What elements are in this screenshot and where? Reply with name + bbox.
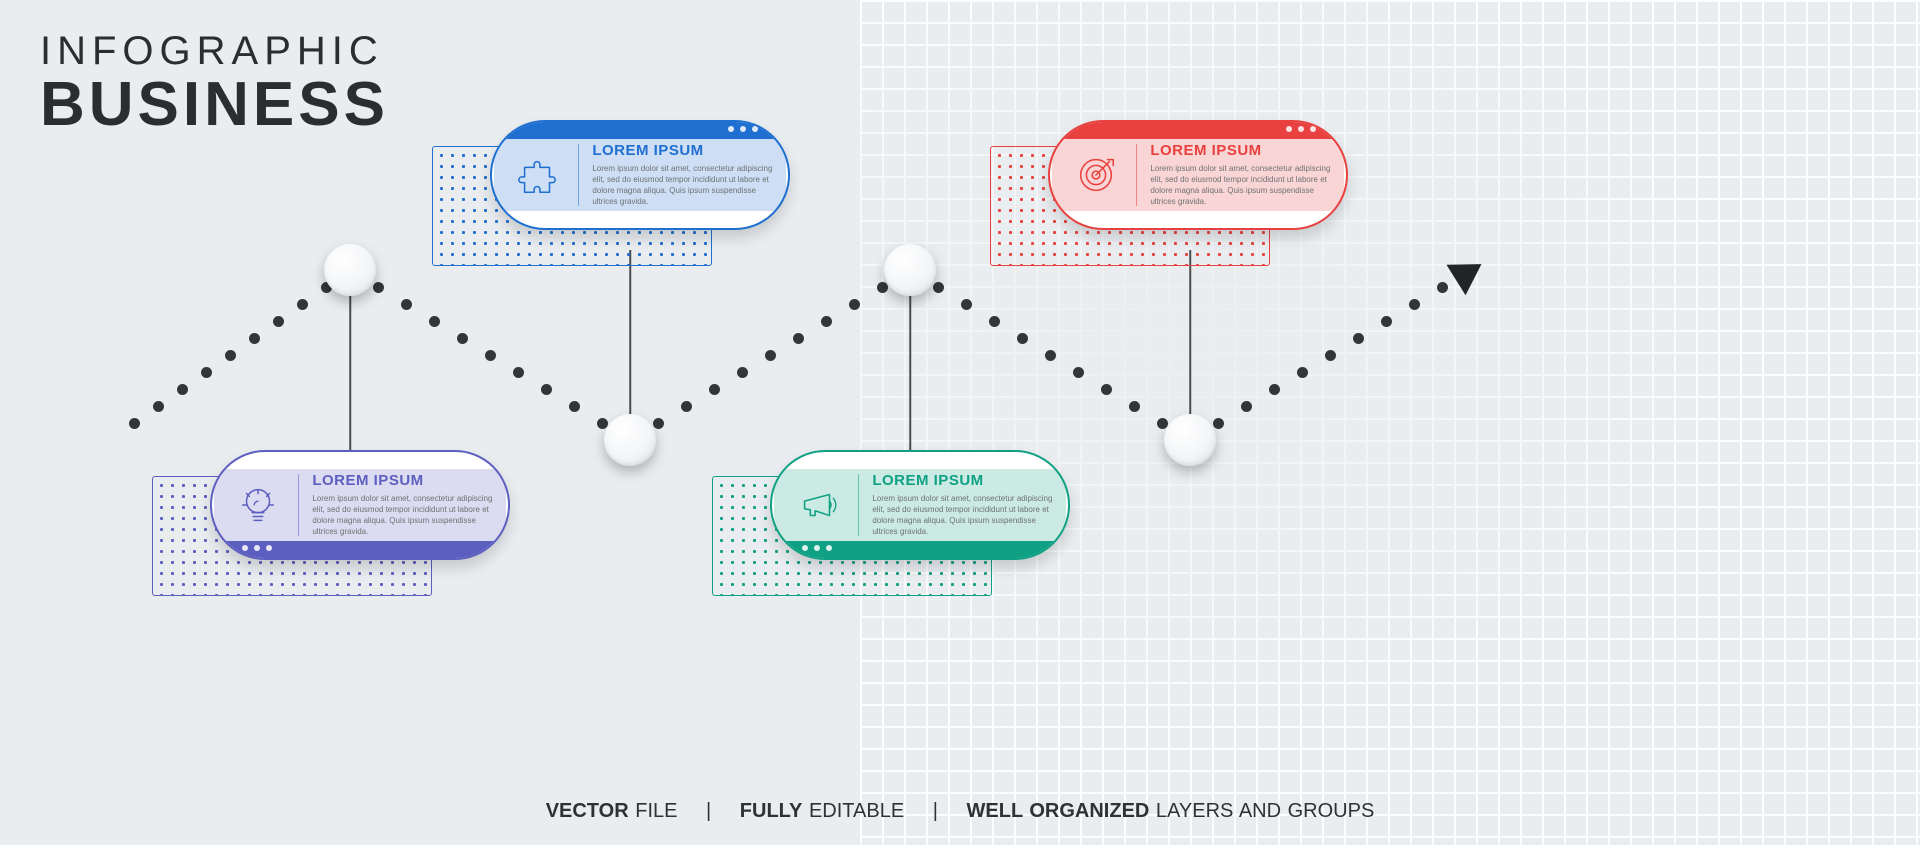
step-pill: LOREM IPSUM Lorem ipsum dolor sit amet, c… — [210, 450, 510, 560]
footer-text: FILE — [629, 800, 678, 822]
wave-dot — [297, 299, 308, 310]
arrowhead-icon — [1446, 249, 1491, 295]
step-pill: LOREM IPSUM Lorem ipsum dolor sit amet, c… — [770, 450, 1070, 560]
step-body: Lorem ipsum dolor sit amet, consectetur … — [872, 494, 1054, 537]
timeline-node — [324, 244, 376, 296]
footer-separator: | — [706, 800, 711, 823]
wave-dot — [1353, 333, 1364, 344]
footer-separator: | — [933, 800, 938, 823]
step-text: LOREM IPSUM Lorem ipsum dolor sit amet, c… — [592, 142, 774, 207]
wave-dot — [1437, 282, 1448, 293]
window-dots-icon — [802, 545, 832, 551]
wave-dot — [541, 384, 552, 395]
footer-bold: WELL ORGANIZED — [967, 800, 1150, 822]
wave-dot — [1269, 384, 1280, 395]
step-card: LOREM IPSUM Lorem ipsum dolor sit amet, c… — [210, 450, 540, 610]
wave-dot — [225, 350, 236, 361]
wave-dot — [129, 418, 140, 429]
wave-dot — [1017, 333, 1028, 344]
wave-dot — [1073, 367, 1084, 378]
wave-dot — [1381, 316, 1392, 327]
wave-dot — [737, 367, 748, 378]
connector-line — [349, 270, 351, 450]
step-content: LOREM IPSUM Lorem ipsum dolor sit amet, c… — [1070, 142, 1332, 208]
puzzle-icon — [512, 149, 564, 201]
wave-dot — [153, 401, 164, 412]
wave-dot — [793, 333, 804, 344]
step-heading: LOREM IPSUM — [592, 142, 774, 159]
footer-caption: VECTOR FILE | FULLY EDITABLE | WELL ORGA… — [0, 800, 1920, 823]
wave-dot — [401, 299, 412, 310]
step-cap — [492, 122, 788, 139]
infographic-canvas: LOREM IPSUM Lorem ipsum dolor sit amet, c… — [0, 0, 1920, 845]
timeline-node — [1164, 414, 1216, 466]
wave-dot — [765, 350, 776, 361]
footer-text: EDITABLE — [802, 800, 904, 822]
target-icon — [1070, 149, 1122, 201]
timeline-node — [604, 414, 656, 466]
wave-dot — [1213, 418, 1224, 429]
step-pill: LOREM IPSUM Lorem ipsum dolor sit amet, c… — [490, 120, 790, 230]
step-card: LOREM IPSUM Lorem ipsum dolor sit amet, c… — [1048, 120, 1378, 280]
step-card: LOREM IPSUM Lorem ipsum dolor sit amet, c… — [490, 120, 820, 280]
wave-dot — [273, 316, 284, 327]
timeline-node — [884, 244, 936, 296]
step-pill: LOREM IPSUM Lorem ipsum dolor sit amet, c… — [1048, 120, 1348, 230]
lightbulb-icon — [232, 479, 284, 531]
step-cap — [212, 541, 508, 558]
step-body: Lorem ipsum dolor sit amet, consectetur … — [592, 164, 774, 207]
wave-dot — [1157, 418, 1168, 429]
wave-dot — [1129, 401, 1140, 412]
step-cap — [1050, 122, 1346, 139]
step-body: Lorem ipsum dolor sit amet, consectetur … — [312, 494, 494, 537]
wave-dot — [1101, 384, 1112, 395]
footer-text: LAYERS AND GROUPS — [1149, 800, 1374, 822]
wave-dot — [821, 316, 832, 327]
step-text: LOREM IPSUM Lorem ipsum dolor sit amet, c… — [872, 472, 1054, 537]
wave-dot — [429, 316, 440, 327]
step-content: LOREM IPSUM Lorem ipsum dolor sit amet, c… — [512, 142, 774, 208]
step-card: LOREM IPSUM Lorem ipsum dolor sit amet, c… — [770, 450, 1100, 610]
wave-dot — [513, 367, 524, 378]
step-heading: LOREM IPSUM — [1150, 142, 1332, 159]
step-text: LOREM IPSUM Lorem ipsum dolor sit amet, c… — [312, 472, 494, 537]
wave-dot — [1325, 350, 1336, 361]
wave-dot — [681, 401, 692, 412]
wave-dot — [653, 418, 664, 429]
step-heading: LOREM IPSUM — [312, 472, 494, 489]
step-content: LOREM IPSUM Lorem ipsum dolor sit amet, c… — [792, 472, 1054, 538]
wave-dot — [849, 299, 860, 310]
megaphone-icon — [792, 479, 844, 531]
step-heading: LOREM IPSUM — [872, 472, 1054, 489]
step-text: LOREM IPSUM Lorem ipsum dolor sit amet, c… — [1150, 142, 1332, 207]
footer-bold: VECTOR — [546, 800, 629, 822]
wave-dot — [709, 384, 720, 395]
wave-dot — [1297, 367, 1308, 378]
wave-dot — [457, 333, 468, 344]
wave-dot — [485, 350, 496, 361]
wave-dot — [1045, 350, 1056, 361]
footer-bold: FULLY — [740, 800, 803, 822]
wave-dot — [177, 384, 188, 395]
wave-dot — [569, 401, 580, 412]
wave-dot — [933, 282, 944, 293]
step-body: Lorem ipsum dolor sit amet, consectetur … — [1150, 164, 1332, 207]
wave-dot — [961, 299, 972, 310]
wave-dot — [1409, 299, 1420, 310]
step-cap — [772, 541, 1068, 558]
wave-dot — [989, 316, 1000, 327]
wave-dot — [201, 367, 212, 378]
wave-dot — [1241, 401, 1252, 412]
wave-dot — [597, 418, 608, 429]
step-content: LOREM IPSUM Lorem ipsum dolor sit amet, c… — [232, 472, 494, 538]
window-dots-icon — [242, 545, 272, 551]
window-dots-icon — [1286, 126, 1316, 132]
wave-dot — [373, 282, 384, 293]
wave-dot — [877, 282, 888, 293]
window-dots-icon — [728, 126, 758, 132]
connector-line — [909, 270, 911, 450]
wave-dot — [249, 333, 260, 344]
